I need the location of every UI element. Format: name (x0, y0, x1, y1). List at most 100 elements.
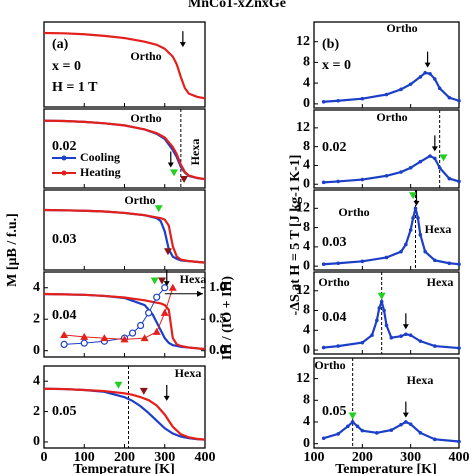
annotation: Hexa (188, 139, 202, 166)
point (336, 432, 340, 436)
point (418, 233, 423, 237)
point (355, 424, 360, 429)
transition-marker (170, 169, 179, 177)
x-tick-label: 0 (41, 450, 48, 465)
x-axis-label: Temperature [K] (73, 462, 174, 474)
point (411, 216, 415, 220)
y-tick-label: 0 (303, 342, 310, 357)
y2-tick-label: 0.0 (209, 343, 227, 358)
x-tick-label: 400 (449, 450, 470, 465)
point (321, 99, 326, 104)
y-tick-label: 12 (296, 371, 310, 386)
point (384, 255, 389, 260)
y-tick-label: 0 (33, 434, 40, 449)
plot-frame (313, 189, 460, 271)
y-tick-label: 12 (296, 283, 310, 298)
arrow-head (167, 162, 174, 168)
point (128, 329, 137, 337)
annotation: (b) (322, 37, 339, 52)
annotation: Ortho (130, 111, 161, 125)
point (399, 87, 403, 92)
point (60, 340, 68, 349)
arrow-head (163, 395, 170, 401)
y-tick-label: 0 (303, 436, 310, 451)
annotation: Ortho (318, 275, 349, 289)
arrow-head (431, 146, 438, 152)
transition-marker (154, 205, 163, 213)
y-tick-label: 4 (33, 280, 40, 295)
annotation: (a) (52, 37, 69, 52)
point (360, 340, 365, 345)
point (457, 98, 461, 103)
annotation: Ortho (386, 21, 417, 35)
legend-label: Cooling (80, 150, 120, 164)
y-tick-label: 12 (296, 201, 310, 216)
y-tick-label: 4 (303, 323, 310, 338)
point (60, 330, 69, 338)
y-tick-label: 12 (296, 120, 310, 135)
legend-marker (61, 155, 67, 161)
point (375, 318, 379, 323)
series-line (323, 298, 460, 350)
x-tick-label: 300 (400, 450, 421, 465)
point (321, 180, 326, 185)
point (336, 179, 340, 184)
point (399, 249, 403, 254)
plot-frame (313, 357, 460, 449)
annotation: 0.04 (322, 310, 347, 325)
point (336, 344, 340, 348)
plot-frame (313, 271, 460, 355)
point (418, 339, 423, 343)
transition-marker (157, 277, 166, 285)
y-tick-label: 8 (303, 139, 310, 154)
point (404, 420, 408, 424)
annotation: 0.03 (52, 232, 77, 247)
point (428, 72, 432, 76)
point (433, 77, 437, 81)
annotation: H = 1 T (52, 80, 98, 95)
annotation: Ortho (376, 110, 407, 124)
point (457, 179, 461, 184)
point (408, 333, 413, 338)
point (160, 308, 169, 316)
point (418, 159, 423, 164)
plot-frame (313, 21, 460, 109)
point (384, 173, 389, 178)
y-tick-label: 8 (303, 220, 310, 235)
point (433, 437, 437, 442)
x-tick-label: 200 (114, 450, 135, 465)
annotation: x = 0 (52, 59, 81, 74)
annotation: Hexa (180, 272, 207, 286)
point (433, 156, 437, 161)
annotation: Ortho (130, 49, 161, 63)
y-tick-label: 2 (33, 311, 40, 326)
transition-marker (150, 277, 159, 285)
legend-label: Heating (80, 165, 121, 179)
transition-marker (114, 381, 123, 389)
x-tick-label: 300 (154, 450, 175, 465)
annotation: 0.02 (322, 140, 347, 155)
point (321, 436, 326, 441)
annotation: Ortho (124, 193, 155, 207)
point (413, 206, 418, 211)
y-axis-label: M [μB / f.u.] (5, 213, 20, 287)
point (161, 284, 169, 292)
point (408, 422, 413, 426)
y-tick-label: 0 (303, 96, 310, 111)
point (437, 86, 442, 91)
series-line (64, 287, 174, 340)
point (168, 283, 177, 291)
series-line (323, 154, 460, 184)
point (382, 308, 386, 313)
y2-tick-label: 0.5 (209, 311, 227, 326)
transition-marker (377, 292, 386, 300)
y-tick-label: 0 (303, 176, 310, 191)
point (370, 333, 374, 338)
point (447, 176, 452, 181)
point (346, 424, 350, 429)
point (408, 82, 413, 86)
arrow-head (163, 281, 170, 287)
point (408, 228, 413, 232)
annotation: Ortho (338, 205, 369, 219)
y-tick-label: 12 (296, 34, 310, 49)
